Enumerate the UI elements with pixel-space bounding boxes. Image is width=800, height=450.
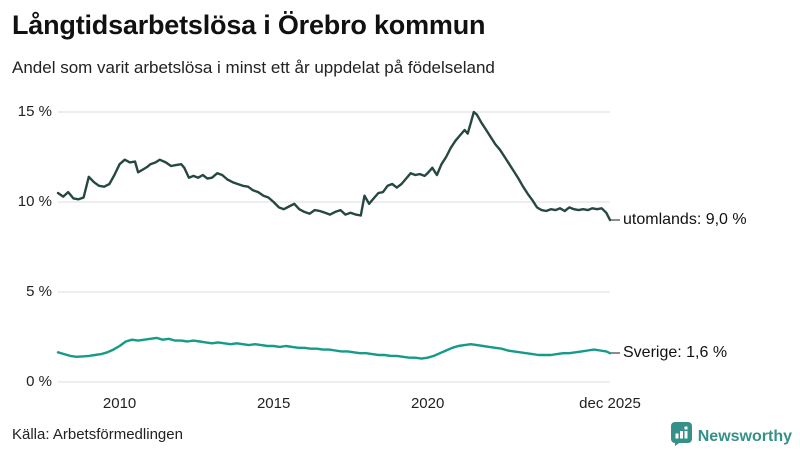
source-note: Källa: Arbetsförmedlingen [12,426,183,443]
y-tick-label: 10 % [17,193,52,210]
series-label-text: Sverige: 1,6 % [623,344,728,362]
series-label-utomlands: utomlands: 9,0 % [611,209,747,231]
x-tick-label: dec 2025 [579,395,641,412]
series-line-utomlands [56,110,612,222]
newsworthy-logo[interactable]: Newsworthy [670,422,792,450]
page-title: Långtidsarbetslösa i Örebro kommun [12,10,486,40]
x-tick-label: 2015 [256,395,291,412]
label-connector-dash [611,352,620,355]
y-tick-label: 5 % [26,283,52,300]
newsworthy-name: Newsworthy [697,427,792,445]
y-tick-label: 15 % [17,103,52,120]
series-line-sverige [56,336,612,360]
series-label-text: utomlands: 9,0 % [623,211,747,228]
label-connector-dash [611,219,620,221]
x-tick-label: 2010 [102,395,137,412]
series-label-sverige: Sverige: 1,6 % [611,342,727,364]
newsworthy-bars-icon [670,422,692,450]
page-subtitle: Andel som varit arbetslösa i minst ett å… [12,58,495,77]
x-tick-label: 2020 [410,395,445,412]
y-tick-label: 0 % [26,373,52,390]
